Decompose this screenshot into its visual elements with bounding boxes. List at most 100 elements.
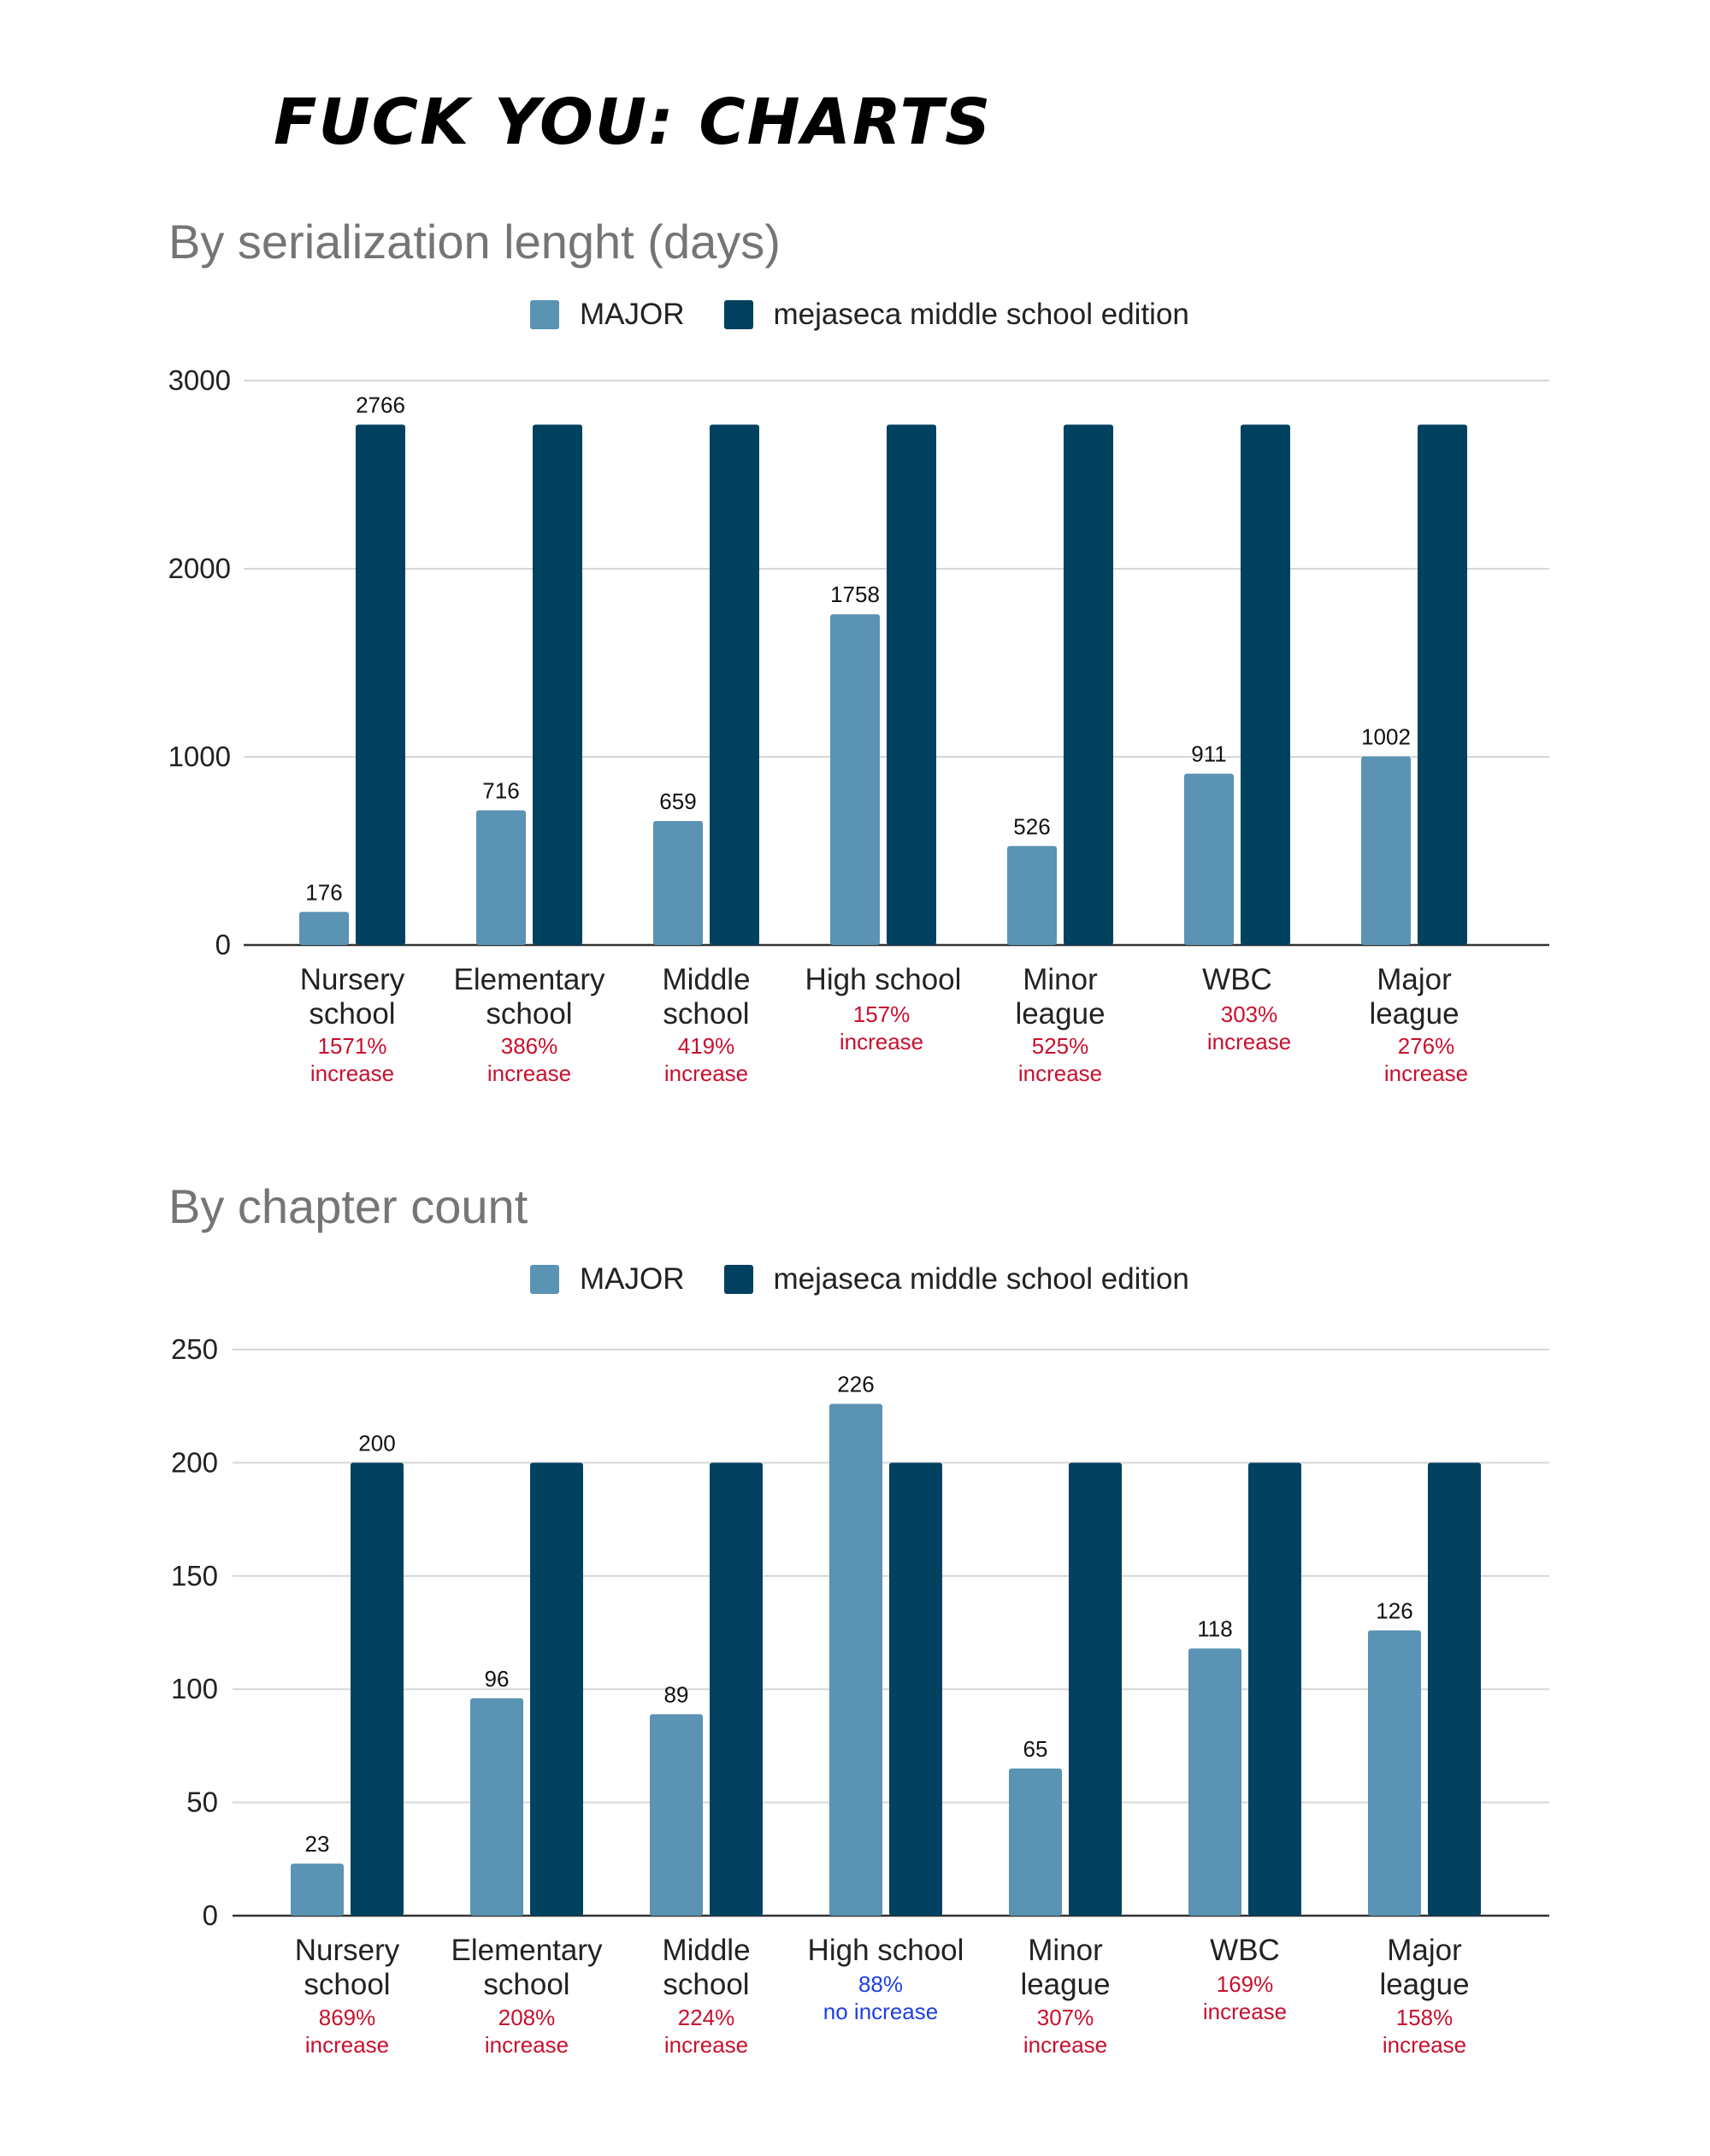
bar-major bbox=[1009, 1768, 1062, 1916]
data-label-major: 126 bbox=[1376, 1598, 1412, 1623]
bar-major bbox=[829, 1403, 882, 1916]
bar-mejaseca bbox=[1064, 424, 1113, 945]
y-tick-label: 100 bbox=[171, 1673, 218, 1704]
x-category-label: High school bbox=[808, 1934, 964, 1967]
legend-swatch-mejaseca bbox=[723, 300, 753, 329]
y-tick-label: 0 bbox=[203, 1899, 218, 1931]
bar-major bbox=[1188, 1648, 1241, 1916]
x-category-label: league bbox=[1020, 1968, 1110, 2001]
increase-note: 276% bbox=[1398, 1033, 1455, 1059]
x-category-label: school bbox=[304, 1968, 390, 2001]
legend-swatch-major bbox=[530, 300, 559, 329]
chart-title: By serialization lenght (days) bbox=[168, 215, 781, 269]
legend-item-major: MAJOR bbox=[530, 298, 685, 332]
x-category-label: Minor bbox=[1023, 963, 1098, 996]
legend-label-mejaseca: mejaseca middle school edition bbox=[773, 1262, 1189, 1296]
bar-mejaseca bbox=[1428, 1462, 1481, 1916]
legend-label-major: MAJOR bbox=[580, 298, 685, 331]
bar-major bbox=[650, 1714, 703, 1916]
chart-legend: MAJOR mejaseca middle school edition bbox=[530, 298, 1229, 332]
increase-note: 303% bbox=[1221, 1001, 1278, 1027]
y-tick-label: 0 bbox=[215, 929, 231, 960]
data-label-major: 526 bbox=[1013, 813, 1050, 839]
bar-mejaseca bbox=[710, 1462, 763, 1916]
increase-note: 158% bbox=[1396, 2005, 1454, 2030]
bar-mejaseca bbox=[351, 1462, 404, 1916]
bar-major bbox=[830, 614, 880, 945]
bar-mejaseca bbox=[710, 424, 759, 945]
data-label-major: 659 bbox=[659, 789, 696, 814]
y-tick-label: 150 bbox=[171, 1560, 218, 1592]
x-category-label: Nursery bbox=[295, 1934, 400, 1967]
bar-major bbox=[291, 1864, 344, 1916]
y-tick-label: 200 bbox=[171, 1446, 218, 1478]
increase-note: 224% bbox=[678, 2005, 735, 2030]
bar-chart-chapter-count: 05010015020025023200Nurseryschool869%inc… bbox=[171, 1333, 1549, 2058]
x-category-label: school bbox=[309, 997, 395, 1031]
chart-serialization-length: By serialization lenght (days) MAJOR mej… bbox=[0, 214, 1710, 1103]
data-label-major: 96 bbox=[485, 1666, 510, 1692]
y-tick-label: 50 bbox=[186, 1787, 218, 1818]
increase-note: increase bbox=[485, 2032, 569, 2058]
increase-note: increase bbox=[310, 1060, 394, 1086]
increase-note: increase bbox=[1383, 2032, 1466, 2058]
data-label-major: 226 bbox=[837, 1372, 874, 1397]
bar-major bbox=[470, 1698, 523, 1916]
increase-note: increase bbox=[1023, 2032, 1107, 2058]
bar-mejaseca bbox=[1248, 1462, 1301, 1916]
x-category-label: WBC bbox=[1210, 1934, 1280, 1967]
x-category-label: league bbox=[1015, 997, 1105, 1031]
data-label-major: 911 bbox=[1191, 741, 1226, 767]
bar-major bbox=[299, 912, 349, 945]
x-category-label: Nursery bbox=[300, 963, 405, 996]
data-label-mejaseca: 200 bbox=[358, 1430, 395, 1456]
x-category-label: Elementary bbox=[451, 1934, 603, 1967]
bar-mejaseca bbox=[533, 424, 582, 945]
bar-mejaseca bbox=[1418, 424, 1467, 945]
legend-label-mejaseca: mejaseca middle school edition bbox=[773, 298, 1189, 331]
chart-chapter-count: By chapter count MAJOR mejaseca middle s… bbox=[0, 1178, 1710, 2085]
bar-major bbox=[653, 821, 703, 945]
increase-note: 169% bbox=[1217, 1971, 1274, 1997]
y-tick-label: 1000 bbox=[168, 741, 231, 772]
y-tick-label: 250 bbox=[171, 1333, 218, 1365]
bar-major bbox=[1361, 756, 1411, 945]
x-category-label: Major bbox=[1377, 963, 1452, 996]
increase-note: increase bbox=[664, 2032, 748, 2058]
increase-note: 419% bbox=[678, 1033, 735, 1059]
increase-note: 869% bbox=[319, 2005, 376, 2030]
increase-note: increase bbox=[1018, 1060, 1102, 1086]
x-category-label: school bbox=[663, 1968, 749, 2001]
increase-note: increase bbox=[487, 1060, 571, 1086]
increase-note: increase bbox=[1203, 1999, 1287, 2024]
legend-label-major: MAJOR bbox=[580, 1262, 685, 1296]
increase-note: no increase bbox=[823, 1999, 938, 2024]
x-category-label: school bbox=[663, 997, 749, 1031]
y-tick-label: 2000 bbox=[168, 552, 231, 584]
increase-note: 1571% bbox=[318, 1033, 387, 1059]
x-category-label: Minor bbox=[1028, 1934, 1103, 1967]
x-category-label: Elementary bbox=[453, 963, 605, 996]
bar-major bbox=[476, 810, 526, 945]
legend-item-mejaseca: mejaseca middle school edition bbox=[723, 1262, 1189, 1297]
data-label-major: 1758 bbox=[830, 582, 880, 607]
increase-note: increase bbox=[840, 1029, 923, 1054]
y-tick-label: 3000 bbox=[168, 364, 231, 396]
bar-mejaseca bbox=[887, 424, 936, 945]
x-category-label: school bbox=[486, 997, 572, 1031]
bar-mejaseca bbox=[1069, 1462, 1122, 1916]
data-label-major: 1002 bbox=[1361, 724, 1411, 750]
legend-item-major: MAJOR bbox=[530, 1262, 685, 1297]
increase-note: 88% bbox=[858, 1971, 903, 1997]
increase-note: 208% bbox=[498, 2005, 556, 2030]
increase-note: increase bbox=[1207, 1029, 1291, 1054]
data-label-major: 65 bbox=[1023, 1736, 1048, 1762]
x-category-label: Major bbox=[1387, 1934, 1462, 1967]
legend-swatch-major bbox=[530, 1265, 559, 1294]
data-label-major: 23 bbox=[305, 1831, 330, 1857]
bar-mejaseca bbox=[889, 1462, 942, 1916]
bar-chart-serialization-length: 01000200030001762766Nurseryschool1571%in… bbox=[168, 364, 1549, 1086]
bar-major bbox=[1368, 1630, 1421, 1916]
data-label-mejaseca: 2766 bbox=[356, 392, 405, 417]
x-category-label: Middle bbox=[662, 963, 750, 996]
